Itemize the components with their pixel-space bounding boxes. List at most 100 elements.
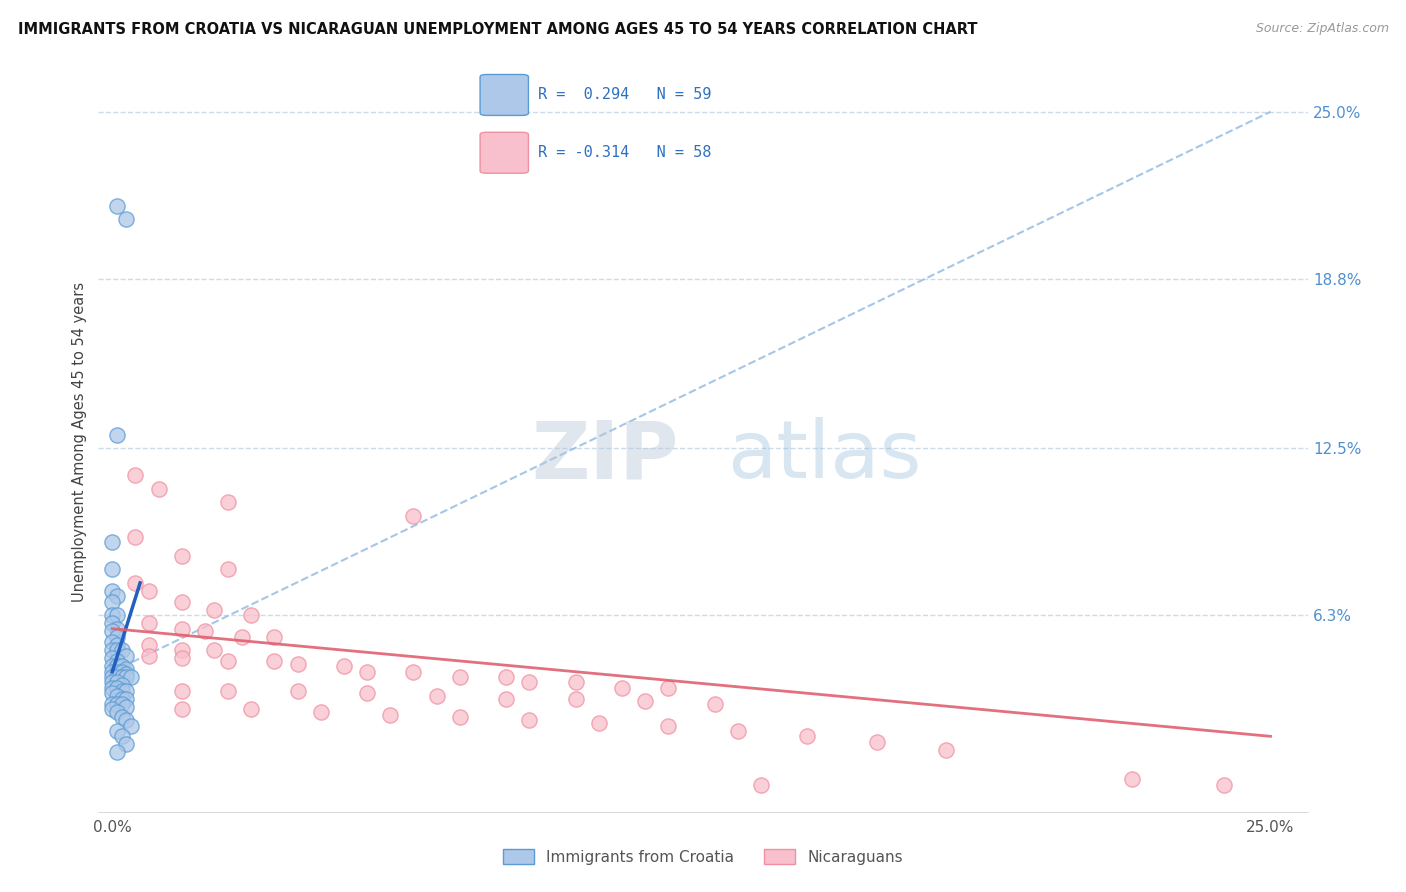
Point <box>217 683 239 698</box>
Point <box>124 575 146 590</box>
Point <box>749 778 772 792</box>
Point <box>287 683 309 698</box>
Point <box>101 686 124 700</box>
Point <box>148 482 170 496</box>
Point <box>101 670 124 684</box>
Point <box>588 715 610 730</box>
Point <box>101 659 124 673</box>
Point <box>240 608 263 623</box>
FancyBboxPatch shape <box>479 132 529 173</box>
Text: R = -0.314   N = 58: R = -0.314 N = 58 <box>537 145 711 161</box>
Point <box>517 675 540 690</box>
Point <box>217 654 239 668</box>
Point <box>115 683 138 698</box>
Point <box>564 675 586 690</box>
Point <box>115 667 138 681</box>
Point <box>727 723 749 738</box>
Point <box>105 608 128 623</box>
Point <box>517 713 540 727</box>
Point <box>138 584 160 599</box>
Point <box>263 654 285 668</box>
Point <box>105 681 128 695</box>
Point <box>115 691 138 706</box>
Point <box>105 643 128 657</box>
Point <box>333 659 356 673</box>
Text: Source: ZipAtlas.com: Source: ZipAtlas.com <box>1256 22 1389 36</box>
Point <box>105 199 128 213</box>
Point <box>217 562 239 576</box>
Point <box>105 590 128 604</box>
Point <box>101 651 124 665</box>
Point <box>101 635 124 649</box>
Point <box>110 683 132 698</box>
Point <box>564 691 586 706</box>
Point <box>138 638 160 652</box>
Y-axis label: Unemployment Among Ages 45 to 54 years: Unemployment Among Ages 45 to 54 years <box>72 282 87 601</box>
Point <box>170 622 193 636</box>
Point <box>110 691 132 706</box>
Point <box>170 595 193 609</box>
Point <box>170 651 193 665</box>
Text: atlas: atlas <box>727 417 921 495</box>
Point <box>356 686 378 700</box>
Point <box>110 710 132 724</box>
Point <box>110 678 132 692</box>
Point <box>110 659 132 673</box>
Point <box>101 643 124 657</box>
Point <box>101 562 124 576</box>
Point <box>495 670 517 684</box>
Point <box>120 718 142 732</box>
Point <box>105 622 128 636</box>
Point <box>124 468 146 483</box>
Point <box>866 735 889 749</box>
Point <box>115 212 138 227</box>
Point <box>1121 772 1143 787</box>
Point <box>231 630 253 644</box>
Point <box>105 670 128 684</box>
Point <box>426 689 449 703</box>
Point <box>101 681 124 695</box>
Point <box>105 689 128 703</box>
Point <box>309 705 332 719</box>
Point <box>110 665 132 679</box>
Point <box>380 707 402 722</box>
Point <box>449 710 471 724</box>
Point <box>402 665 425 679</box>
Point <box>356 665 378 679</box>
Point <box>170 683 193 698</box>
Point <box>105 654 128 668</box>
Point <box>194 624 217 639</box>
Point <box>101 595 124 609</box>
Point <box>105 638 128 652</box>
Point <box>105 705 128 719</box>
Point <box>101 535 124 549</box>
Point <box>138 648 160 663</box>
Point <box>170 643 193 657</box>
Point <box>449 670 471 684</box>
Point <box>402 508 425 523</box>
Point <box>657 718 679 732</box>
Point <box>634 694 657 708</box>
Point <box>105 723 128 738</box>
Point <box>101 675 124 690</box>
Point <box>105 427 128 442</box>
Point <box>287 657 309 671</box>
FancyBboxPatch shape <box>479 75 529 115</box>
Point <box>101 616 124 631</box>
Point <box>101 624 124 639</box>
Point <box>101 608 124 623</box>
Point <box>138 616 160 631</box>
Point <box>115 670 138 684</box>
Point <box>110 670 132 684</box>
Point <box>202 603 225 617</box>
Point <box>101 665 124 679</box>
Text: R =  0.294   N = 59: R = 0.294 N = 59 <box>537 87 711 103</box>
Point <box>217 495 239 509</box>
Point <box>105 659 128 673</box>
Point <box>610 681 633 695</box>
Point <box>202 643 225 657</box>
Point <box>935 743 957 757</box>
Point <box>105 665 128 679</box>
Point <box>115 713 138 727</box>
Point <box>105 675 128 690</box>
